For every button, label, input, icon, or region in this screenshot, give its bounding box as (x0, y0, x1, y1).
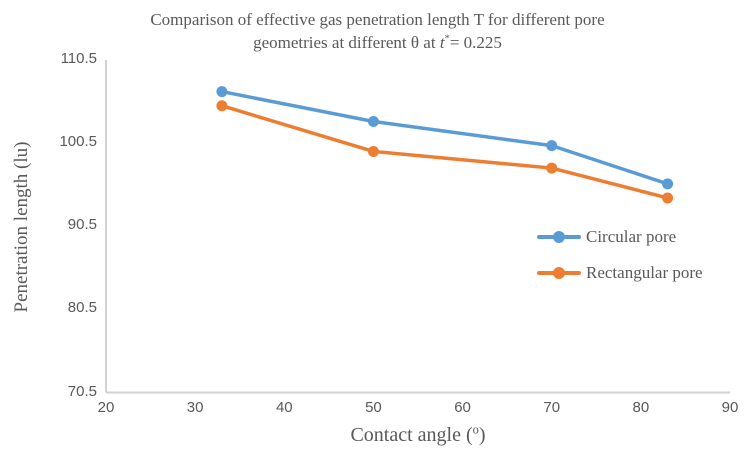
data-point-circular (367, 116, 379, 128)
legend-label-rectangular: Rectangular pore (586, 263, 703, 282)
legend-line-marker-circular (537, 231, 581, 243)
title-t-value: = 0.225 (449, 33, 502, 52)
x-axis-title: Contact angle (o) (106, 422, 730, 447)
y-tick-label: 90.5 (67, 216, 97, 234)
x-tick-label: 20 (97, 399, 115, 416)
x-axis-title-close-paren: ) (478, 424, 486, 446)
title-line2-text: geometries at different θ at (253, 33, 440, 52)
chart-title: Comparison of effective gas penetration … (0, 8, 755, 54)
x-tick-label: 70 (543, 399, 561, 416)
degree-superscript: o (472, 422, 479, 437)
legend-dot-circular (553, 231, 565, 243)
x-tick-label: 90 (721, 399, 739, 416)
chart-title-line2: geometries at different θ at t*= 0.225 (0, 31, 755, 54)
title-asterisk-superscript: * (444, 33, 450, 45)
legend-label-circular: Circular pore (586, 227, 677, 246)
title-t-symbol: t (439, 33, 445, 52)
chart-title-line1: Comparison of effective gas penetration … (150, 10, 605, 29)
y-tick-label: 70.5 (67, 382, 97, 400)
y-tick-label: 80.5 (67, 299, 97, 317)
x-axis-title-text: Contact angle ( (350, 424, 473, 446)
data-point-rectangular (546, 162, 558, 174)
series-line-circular (220, 89, 670, 186)
x-tick-label: 60 (454, 399, 471, 416)
legend-item-circular-pore: Circular pore (537, 219, 703, 255)
series-line-rectangular (220, 103, 670, 200)
legend: Circular pore Rectangular pore (537, 219, 703, 291)
x-tick-label: 30 (186, 399, 204, 416)
data-point-rectangular (662, 192, 674, 204)
data-point-circular (216, 86, 228, 98)
legend-item-rectangular-pore: Rectangular pore (537, 255, 703, 291)
legend-line-marker-rectangular (537, 267, 581, 279)
data-point-rectangular (367, 145, 379, 157)
data-point-rectangular (216, 100, 228, 112)
y-tick-label: 100.5 (59, 133, 97, 151)
data-point-circular (662, 178, 674, 190)
x-tick-label: 80 (632, 399, 650, 416)
x-tick-label: 50 (365, 399, 382, 416)
x-tick-label: 40 (275, 399, 293, 416)
data-point-circular (546, 140, 558, 152)
legend-dot-rectangular (553, 267, 565, 279)
y-tick-label: 110.5 (60, 50, 97, 67)
